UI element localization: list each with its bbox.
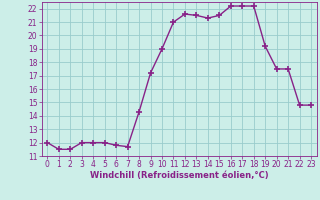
X-axis label: Windchill (Refroidissement éolien,°C): Windchill (Refroidissement éolien,°C) [90, 171, 268, 180]
